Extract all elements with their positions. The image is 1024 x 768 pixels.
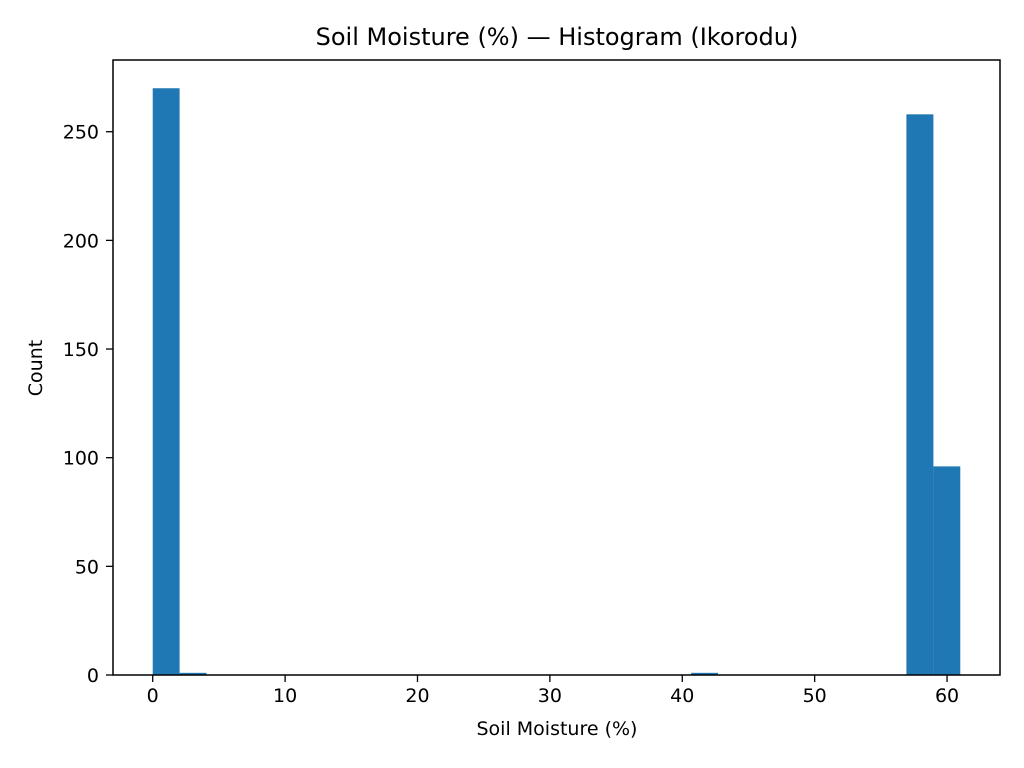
y-axis-ticks: 0 50 100 150 200 250 [63,122,113,687]
x-tick-label: 20 [405,685,429,707]
bars-group [152,88,961,676]
histogram-bar-2 [691,672,719,675]
y-tick-label: 0 [87,665,99,687]
x-tick-label: 40 [670,685,694,707]
x-tick-label: 10 [273,685,297,707]
histogram-bar-1 [179,672,207,675]
histogram-bar-4 [933,466,961,675]
plot-frame [112,59,1001,676]
chart-title: Soil Moisture (%) — Histogram (Ikorodu) [316,23,799,51]
x-tick-label: 50 [803,685,827,707]
y-axis-label: Count [25,340,47,396]
x-tick-label: 0 [147,685,159,707]
y-tick-label: 200 [63,230,99,252]
x-tick-label: 30 [538,685,562,707]
x-axis-ticks: 0 10 20 30 40 50 60 [147,675,959,707]
x-tick-label: 60 [935,685,959,707]
histogram-bar-0 [152,88,180,676]
y-tick-label: 100 [63,448,99,470]
y-tick-label: 150 [63,339,99,361]
y-tick-label: 250 [63,122,99,144]
y-tick-label: 50 [75,556,99,578]
x-axis-label: Soil Moisture (%) [477,718,638,740]
histogram-bar-3 [906,114,934,676]
